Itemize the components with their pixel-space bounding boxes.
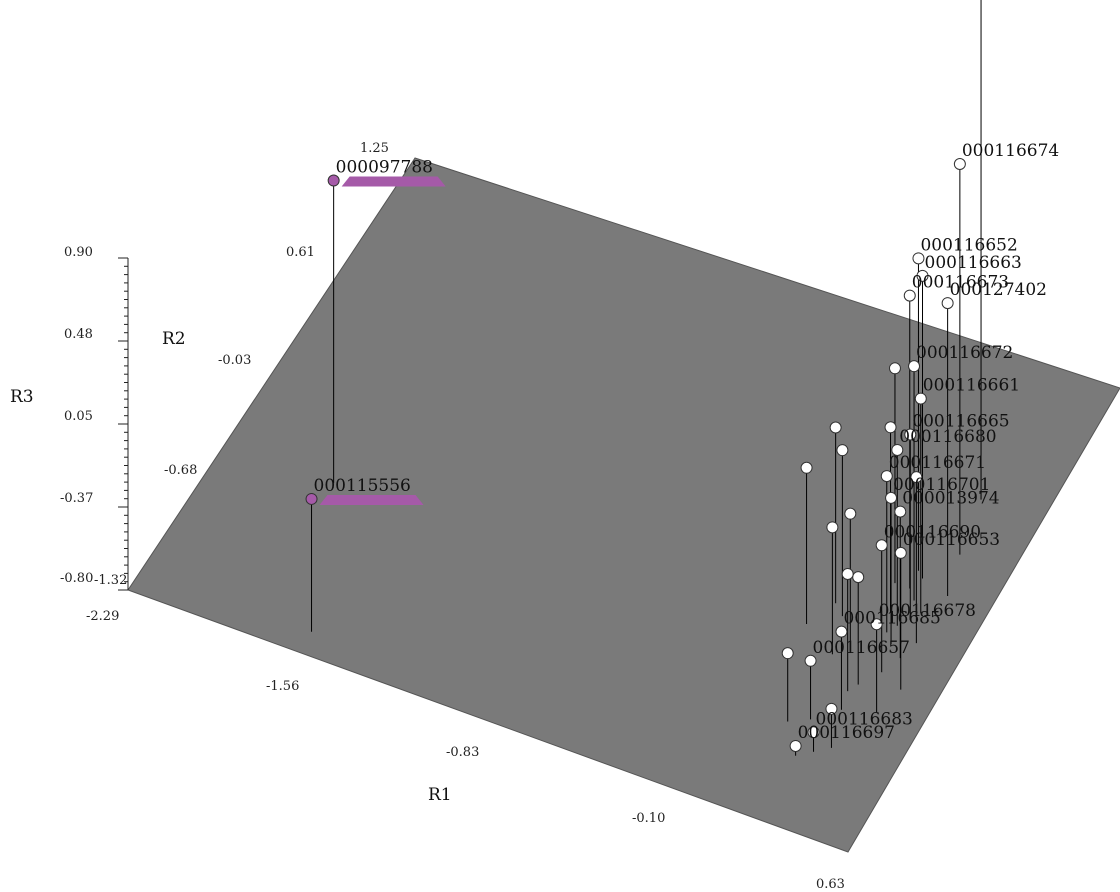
labels-layer: 0001166590001166740001166520001166630001… <box>314 141 1060 743</box>
r1-tick-1: -1.56 <box>266 679 299 694</box>
extra-point-6 <box>844 507 857 520</box>
data-point-7-label: 000116661 <box>923 376 1020 396</box>
extra-point-2 <box>800 461 813 474</box>
data-point-15-label: 000116678 <box>879 601 976 621</box>
extra-point-11 <box>910 471 923 484</box>
points-layer <box>305 157 966 752</box>
data-point-7 <box>914 392 927 405</box>
extra-point-1 <box>836 444 849 457</box>
data-point-5 <box>903 289 916 302</box>
xy-plane <box>127 157 1120 853</box>
data-point-8-label: 000116665 <box>912 411 1009 431</box>
r2-tick-2: -0.03 <box>218 353 251 368</box>
r2-tick-0: -1.32 <box>94 573 127 588</box>
r2-tick-1: -0.68 <box>164 463 197 478</box>
data-point-9 <box>891 443 904 456</box>
data-point-4 <box>941 297 954 310</box>
data-point-11-label: 000116701 <box>893 475 990 495</box>
data-point-16 <box>835 625 848 638</box>
r1-tick-2: -0.83 <box>446 745 479 760</box>
r3-tick-0: 0.90 <box>64 245 93 260</box>
extra-point-10 <box>841 567 854 580</box>
data-point-17-label: 000116657 <box>813 638 910 658</box>
data-point-15 <box>870 618 883 631</box>
r3-tick-4: -0.80 <box>60 571 93 586</box>
data-point-2-label: 000116652 <box>920 235 1017 255</box>
highlighted-point-1-label: 000115556 <box>314 476 411 496</box>
r2-tick-3: 0.61 <box>286 245 315 260</box>
data-point-18-label: 000116683 <box>816 709 913 729</box>
r2-axis-label: R2 <box>162 329 186 349</box>
r3-tick-1: 0.48 <box>64 327 93 342</box>
r1-tick-3: -0.10 <box>632 811 665 826</box>
data-point-12 <box>894 505 907 518</box>
extra-point-8 <box>781 647 794 660</box>
highlighted-point-0 <box>327 174 340 187</box>
stems-layer <box>311 0 982 756</box>
data-point-11 <box>885 491 898 504</box>
extra-point-7 <box>852 571 865 584</box>
data-point-10-label: 000116671 <box>889 453 986 473</box>
r1-tick-0: -2.29 <box>86 609 119 624</box>
highlighted-point-0-label: 000097788 <box>336 158 433 178</box>
data-point-5-label: 000116673 <box>912 273 1009 293</box>
data-point-9-label: 000116680 <box>899 427 996 447</box>
data-point-3 <box>916 269 929 282</box>
extra-point-4 <box>888 362 901 375</box>
data-point-10 <box>880 470 893 483</box>
data-point-18 <box>807 726 820 739</box>
highlighted-point-1 <box>305 492 318 505</box>
highlighted-point-0-highlight-bar <box>341 176 446 187</box>
r1-tick-4: 0.63 <box>816 877 845 892</box>
data-point-6-label: 000116672 <box>916 343 1013 363</box>
data-point-6 <box>908 360 921 373</box>
data-point-13-label: 000116690 <box>884 522 981 542</box>
extra-point-5 <box>884 421 897 434</box>
extra-point-0 <box>829 421 842 434</box>
r3-tick-2: 0.05 <box>64 409 93 424</box>
data-point-3-label: 000116663 <box>925 253 1022 273</box>
highlighted-point-1-highlight-bar <box>319 494 424 505</box>
data-point-12-label: 000013974 <box>902 489 999 509</box>
data-point-19 <box>789 739 802 752</box>
extra-point-3 <box>826 521 839 534</box>
data-point-13 <box>875 539 888 552</box>
data-point-14 <box>894 546 907 559</box>
data-point-1-label: 000116674 <box>962 141 1059 161</box>
r3-axis-label: R3 <box>10 387 34 407</box>
data-point-4-label: 000127402 <box>950 280 1047 300</box>
data-point-2 <box>912 252 925 265</box>
r2-tick-4: 1.25 <box>360 141 389 156</box>
extra-point-9 <box>825 702 838 715</box>
data-point-16-label: 000116685 <box>843 609 940 629</box>
data-point-17 <box>804 654 817 667</box>
r3-tick-3: -0.37 <box>60 491 93 506</box>
data-point-1 <box>953 157 966 170</box>
data-point-8 <box>904 428 917 441</box>
r3-axis-ticks <box>118 257 128 591</box>
r1-axis-label: R1 <box>428 785 452 805</box>
data-point-14-label: 000116653 <box>903 530 1000 550</box>
data-point-19-label: 000116697 <box>798 723 895 743</box>
